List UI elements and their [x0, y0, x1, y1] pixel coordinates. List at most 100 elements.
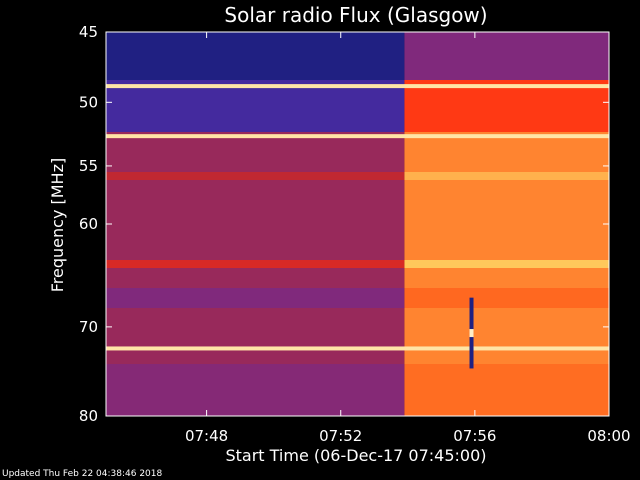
spectrogram-band [404, 384, 609, 388]
y-tick-label: 55 [79, 157, 98, 175]
spectrogram-band [404, 116, 609, 120]
spectrogram-band [106, 236, 405, 240]
spectrogram-band [106, 76, 405, 80]
y-tick-label: 70 [79, 318, 98, 336]
spectrogram-band [106, 52, 405, 56]
spectrogram-band [404, 36, 609, 40]
spectrogram-band [404, 240, 609, 244]
spectrogram-band [404, 280, 609, 284]
spectrogram-band [404, 224, 609, 228]
spectrogram-band [106, 292, 405, 296]
spectrogram-band [404, 276, 609, 280]
spectrogram-band [404, 196, 609, 200]
spectrogram-band [106, 152, 405, 156]
spectrogram-band [404, 284, 609, 288]
spectrogram-band [404, 168, 609, 172]
spectrogram-band [404, 156, 609, 160]
chart-title: Solar radio Flux (Glasgow) [224, 3, 487, 27]
spectrogram-band [106, 400, 405, 404]
spectrogram-band [404, 220, 609, 224]
spectrogram-band [404, 216, 609, 220]
spectrogram-band [404, 172, 609, 176]
y-tick-label: 45 [79, 23, 98, 41]
spectrogram-band [106, 132, 405, 136]
spectrogram-band [106, 368, 405, 372]
spectrogram-band [106, 304, 405, 308]
spectrogram-band [106, 96, 405, 100]
spectrogram-band [404, 208, 609, 212]
spectrogram-band [106, 148, 405, 152]
spectrogram-band [106, 60, 405, 64]
spectrogram-band [404, 228, 609, 232]
spectrogram-band [106, 260, 405, 264]
spectrogram-band [404, 372, 609, 376]
spectrogram-band [404, 52, 609, 56]
x-tick-label: 07:48 [185, 427, 228, 445]
spectrogram-band [404, 380, 609, 384]
spectrogram-band [404, 152, 609, 156]
spectrogram-band [106, 156, 405, 160]
spectrogram-heatmap [106, 32, 609, 416]
spectrogram-band [106, 128, 405, 132]
spectrogram-band [106, 188, 405, 192]
spectrogram-band [106, 244, 405, 248]
spectrogram-band [404, 360, 609, 364]
spectrogram-band [404, 328, 609, 332]
spectrogram-band [404, 396, 609, 400]
spectrogram-band [106, 120, 405, 124]
y-tick-label: 80 [79, 407, 98, 425]
spectrogram-band [404, 44, 609, 48]
spectrogram-band [404, 108, 609, 112]
spectrogram-band [404, 76, 609, 80]
spectrogram-band [404, 272, 609, 276]
spectrogram-band [106, 48, 405, 52]
spectrogram-band [404, 232, 609, 236]
spectrogram-band [404, 408, 609, 412]
spectrogram-band [106, 216, 405, 220]
spectrogram-band [106, 116, 405, 120]
spectrogram-band [106, 164, 405, 168]
spectrogram-band [404, 112, 609, 116]
spectrogram-band [404, 48, 609, 52]
spectrogram-band [106, 336, 405, 340]
spectrogram-band [404, 392, 609, 396]
spectrogram-band [106, 212, 405, 216]
spectrogram-band [404, 404, 609, 408]
spectrogram-band [404, 60, 609, 64]
spectrogram-band [106, 312, 405, 316]
spectrogram-band [106, 220, 405, 224]
spectrogram-band [106, 104, 405, 108]
spectrogram-band [106, 300, 405, 304]
spectrogram-band [106, 108, 405, 112]
spectrogram-band [404, 40, 609, 44]
spectrogram-band [106, 268, 405, 272]
spectrogram-band [106, 404, 405, 408]
spectrogram-band [106, 144, 405, 148]
spectrogram-band [106, 328, 405, 332]
spectrogram-band [404, 176, 609, 180]
spectrogram-band [106, 176, 405, 180]
spectrogram-band [404, 124, 609, 128]
spectrogram-band [404, 376, 609, 380]
axis-ticks: 07:48 07:52 07:56 08:00 45 50 55 60 70 80 [79, 23, 631, 445]
spectrogram-band [106, 340, 405, 344]
spectrogram-band [404, 204, 609, 208]
radio-burst-peak [469, 329, 474, 338]
spectrogram-band [404, 192, 609, 196]
spectrogram-band [106, 172, 405, 176]
spectrogram-band [404, 148, 609, 152]
spectrogram-band [106, 72, 405, 76]
spectrogram-band [106, 36, 405, 40]
spectrogram-band [404, 388, 609, 392]
spectrogram-band [404, 164, 609, 168]
spectrogram-band [106, 412, 405, 416]
spectrogram-band [106, 64, 405, 68]
spectrogram-band [404, 184, 609, 188]
spectrogram-band [404, 128, 609, 132]
spectrogram-band [106, 160, 405, 164]
spectrogram-band [404, 264, 609, 268]
spectrogram-band [106, 184, 405, 188]
spectrogram-band [404, 100, 609, 104]
